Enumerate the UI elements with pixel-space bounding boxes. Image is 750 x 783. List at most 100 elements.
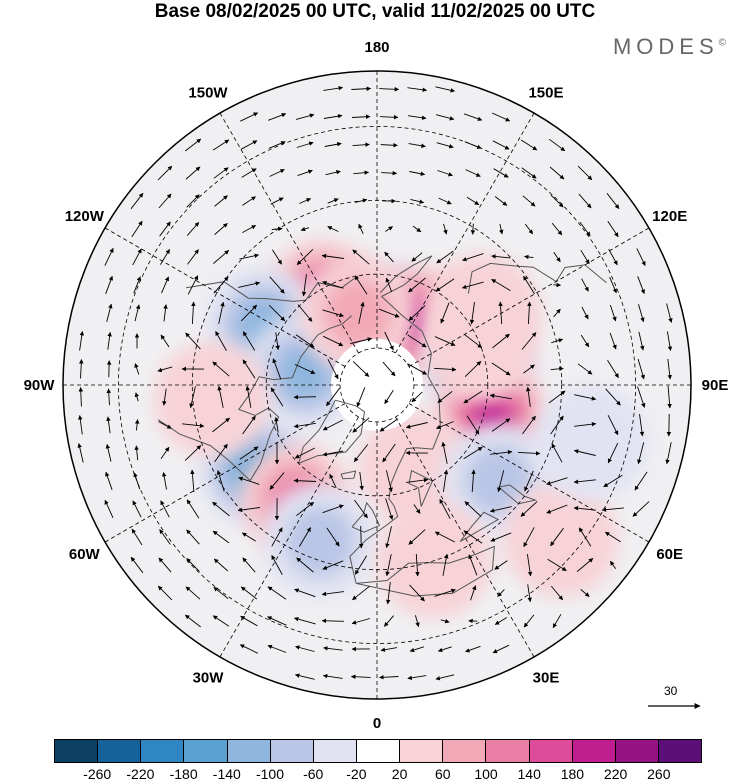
wind-vector-359 bbox=[267, 644, 287, 653]
wind-vector-150 bbox=[295, 334, 315, 348]
wind-vector-145 bbox=[160, 334, 170, 348]
wind-vector-66 bbox=[214, 223, 228, 235]
wind-vector-140 bbox=[638, 304, 645, 323]
colorbar-tick-label: 260 bbox=[647, 766, 671, 782]
wind-vector-179 bbox=[491, 362, 511, 376]
wind-vector-199 bbox=[437, 391, 453, 403]
wind-vector-78 bbox=[551, 222, 563, 236]
wind-vector-335 bbox=[352, 585, 370, 601]
coastline-3 bbox=[340, 470, 357, 480]
wind-vector-193 bbox=[270, 387, 284, 407]
wind-vector-292 bbox=[131, 528, 143, 546]
wind-vector-334 bbox=[321, 591, 344, 597]
wind-vector-286 bbox=[489, 506, 512, 513]
wind-vector-314 bbox=[242, 557, 256, 573]
wind-vector-332 bbox=[267, 586, 287, 600]
wind-vector-313 bbox=[213, 558, 229, 572]
wind-vector-25 bbox=[464, 141, 482, 149]
wind-vector-96 bbox=[524, 254, 534, 260]
colorbar-tick-label: -260 bbox=[83, 766, 112, 782]
wind-vector-72 bbox=[385, 226, 393, 232]
wind-vector-255 bbox=[190, 469, 195, 493]
colorbar-segment-7 bbox=[356, 740, 401, 762]
wind-vector-67 bbox=[242, 225, 257, 233]
wind-vector-230 bbox=[77, 443, 84, 463]
wind-vector-366 bbox=[465, 645, 481, 653]
wind-vector-4 bbox=[435, 86, 456, 93]
wind-vector-7 bbox=[295, 113, 315, 120]
wind-vector-318 bbox=[354, 555, 368, 575]
wind-vector-51 bbox=[299, 198, 312, 204]
wind-vector-231 bbox=[105, 443, 112, 462]
wind-vector-112 bbox=[408, 277, 426, 293]
wind-vector-176 bbox=[407, 363, 427, 375]
wind-vector-200 bbox=[463, 390, 483, 404]
wind-vector-5 bbox=[240, 112, 259, 122]
wind-vector-368 bbox=[294, 673, 315, 680]
colorbar-segment-13 bbox=[615, 740, 659, 762]
colorbar-tick-label: -100 bbox=[255, 766, 285, 782]
wind-vector-121 bbox=[106, 303, 113, 323]
wind-vector-239 bbox=[322, 450, 344, 457]
wind-vector-163 bbox=[666, 331, 673, 352]
wind-vector-44 bbox=[577, 165, 593, 181]
wind-vector-160 bbox=[580, 334, 590, 348]
colorbar-segment-5 bbox=[270, 740, 314, 762]
lon-label-0: 0 bbox=[373, 715, 381, 732]
wind-vector-82 bbox=[132, 248, 142, 266]
wind-vector-130 bbox=[358, 301, 365, 324]
wind-vector-87 bbox=[272, 249, 282, 265]
colorbar bbox=[54, 739, 702, 763]
wind-vector-23 bbox=[408, 143, 426, 148]
brand-logo: MODES© bbox=[613, 34, 726, 60]
colorbar-tick-label: 20 bbox=[391, 766, 408, 782]
wind-vector-57 bbox=[466, 196, 480, 206]
wind-vector-53 bbox=[354, 198, 368, 203]
coastline-9 bbox=[408, 469, 434, 507]
wind-vector-185 bbox=[667, 358, 672, 380]
wind-vector-372 bbox=[407, 675, 427, 681]
wind-vector-26 bbox=[492, 140, 510, 150]
wind-vector-336 bbox=[385, 582, 391, 605]
colorbar-segment-4 bbox=[227, 740, 271, 762]
wind-vector-322 bbox=[468, 554, 478, 576]
wind-vector-189 bbox=[162, 388, 167, 406]
wind-vector-343 bbox=[580, 589, 590, 597]
wind-vector-306 bbox=[523, 527, 535, 548]
wind-vector-211 bbox=[158, 421, 172, 429]
wind-vector-350 bbox=[351, 618, 371, 625]
wind-vector-127 bbox=[268, 304, 286, 322]
wind-vector-146 bbox=[185, 332, 201, 350]
wind-vector-155 bbox=[434, 336, 456, 346]
wind-vector-58 bbox=[494, 196, 508, 206]
wind-vector-246 bbox=[517, 451, 541, 456]
wind-vector-175 bbox=[382, 361, 396, 377]
wind-vector-95 bbox=[491, 254, 511, 259]
wind-vector-272 bbox=[104, 499, 114, 518]
wind-vector-273 bbox=[132, 500, 142, 518]
wind-vector-327 bbox=[609, 560, 617, 570]
wind-vector-289 bbox=[573, 506, 596, 511]
wind-vector-122 bbox=[134, 304, 141, 322]
wind-vector-151 bbox=[322, 335, 344, 347]
wind-vector-116 bbox=[523, 275, 535, 295]
wind-vector-195 bbox=[326, 387, 340, 407]
wind-vector-109 bbox=[322, 280, 344, 289]
wind-vector-128 bbox=[297, 304, 313, 322]
wind-vector-209 bbox=[106, 416, 111, 434]
colorbar-segment-9 bbox=[443, 740, 487, 762]
wind-vector-2 bbox=[379, 86, 400, 92]
latitude-circle-20 bbox=[118, 126, 636, 644]
wind-vector-287 bbox=[520, 501, 538, 517]
wind-vector-256 bbox=[216, 470, 225, 492]
wind-vector-349 bbox=[321, 618, 344, 624]
wind-vector-65 bbox=[186, 222, 200, 236]
colorbar-segment-10 bbox=[486, 740, 530, 762]
wind-vector-13 bbox=[463, 113, 483, 121]
wind-vector-171 bbox=[272, 358, 282, 380]
wind-vector-310 bbox=[130, 556, 144, 574]
wind-vector-24 bbox=[436, 142, 454, 149]
colorbar-tick-label: -180 bbox=[169, 766, 198, 782]
wind-vector-93 bbox=[436, 250, 454, 264]
wind-vector-38 bbox=[409, 171, 426, 176]
